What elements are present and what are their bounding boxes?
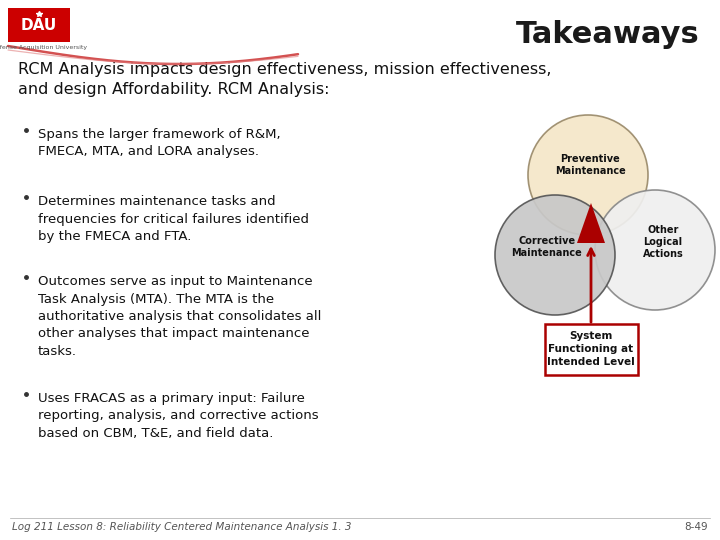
Text: DAU: DAU xyxy=(21,17,57,32)
Text: Takeaways: Takeaways xyxy=(516,20,700,49)
Text: Corrective
Maintenance: Corrective Maintenance xyxy=(512,236,582,258)
Text: Spans the larger framework of R&M,
FMECA, MTA, and LORA analyses.: Spans the larger framework of R&M, FMECA… xyxy=(38,128,281,159)
Circle shape xyxy=(528,115,648,235)
Text: RCM Analysis impacts design effectiveness, mission effectiveness,
and design Aff: RCM Analysis impacts design effectivenes… xyxy=(18,62,552,97)
Text: Outcomes serve as input to Maintenance
Task Analysis (MTA). The MTA is the
autho: Outcomes serve as input to Maintenance T… xyxy=(38,275,321,358)
Text: Uses FRACAS as a primary input: Failure
reporting, analysis, and corrective acti: Uses FRACAS as a primary input: Failure … xyxy=(38,392,319,440)
Circle shape xyxy=(495,195,615,315)
FancyBboxPatch shape xyxy=(544,323,637,375)
FancyBboxPatch shape xyxy=(8,8,70,42)
Circle shape xyxy=(595,190,715,310)
Text: 8-49: 8-49 xyxy=(685,522,708,532)
Text: Determines maintenance tasks and
frequencies for critical failures identified
by: Determines maintenance tasks and frequen… xyxy=(38,195,309,243)
Text: Preventive
Maintenance: Preventive Maintenance xyxy=(554,154,626,176)
Text: System
Functioning at
Intended Level: System Functioning at Intended Level xyxy=(547,331,635,367)
Text: Log 211 Lesson 8: Reliability Centered Maintenance Analysis 1. 3: Log 211 Lesson 8: Reliability Centered M… xyxy=(12,522,351,532)
Text: Other
Logical
Actions: Other Logical Actions xyxy=(643,225,683,259)
Text: Defense Acquisition University: Defense Acquisition University xyxy=(0,45,87,50)
Polygon shape xyxy=(577,203,605,243)
